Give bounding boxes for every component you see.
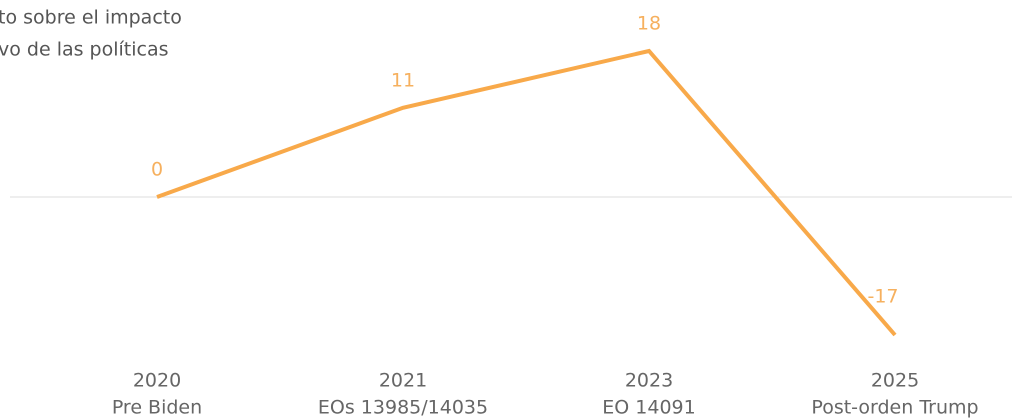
data-label: 11 [391, 69, 415, 91]
line [156, 48, 897, 337]
data-label: -17 [867, 286, 898, 308]
data-label: 18 [637, 13, 661, 35]
chart-title: to sobre el impacto [0, 7, 182, 29]
x-tick-label: Post-orden Trump [811, 397, 978, 419]
x-tick-label: Pre Biden [112, 397, 202, 419]
x-tick-label: EO 14091 [602, 397, 695, 419]
x-tick-label: 2023 [625, 370, 673, 392]
x-tick-label: 2021 [379, 370, 427, 392]
x-tick-label: 2025 [871, 370, 919, 392]
chart-title: vo de las políticas [0, 39, 169, 61]
x-tick-label: EOs 13985/14035 [318, 397, 488, 419]
x-tick-label: 2020 [133, 370, 181, 392]
data-label: 0 [151, 159, 163, 181]
